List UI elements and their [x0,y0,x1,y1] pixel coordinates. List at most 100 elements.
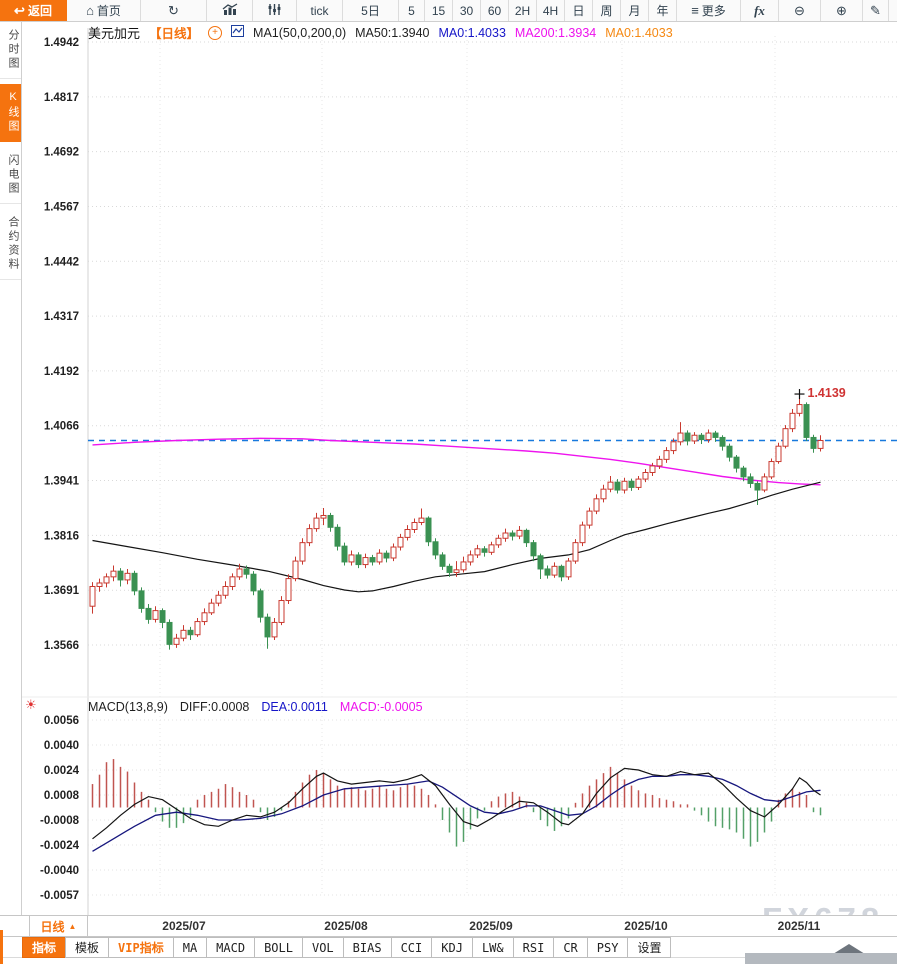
area-chart-icon [222,2,238,19]
tab-RSI[interactable]: RSI [512,937,555,958]
sidebar-item-kline-chart[interactable]: K线图 [0,84,21,142]
toolbar-button-interval-month[interactable]: 月 [621,0,649,21]
top-toolbar: ↩ 返回 ⌂ 首页 ↻ tick 5日 5 15 30 60 2H 4H 日周月年 ≡ 更多 fx ⊖ ⊕ ✎ [0,0,897,22]
toolbar-button-area-chart[interactable] [207,0,253,21]
svg-text:1.4942: 1.4942 [44,37,79,49]
x-axis-strip: 日线 ▲ 2025/07 2025/08 2025/09 2025/10 2025/11 [0,915,897,937]
svg-text:1.4192: 1.4192 [44,366,79,378]
toolbar-button-fx[interactable]: fx [741,0,779,21]
tab-PSY[interactable]: PSY [586,937,629,958]
chart-area: 1.4942 1.4817 1.4692 1.4567 1.4442 1.4317 1.41… [22,22,897,915]
period-label: 【日线】 [149,27,200,41]
back-arrow-icon: ↩ [14,3,25,18]
toolbar-button-candle-chart[interactable] [253,0,297,21]
toolbar-button-label: 年 [656,4,669,18]
macd-title: MACD(13,8,9) [88,700,168,714]
svg-text:-0.0040: -0.0040 [40,865,79,877]
toolbar-button-interval-week[interactable]: 周 [593,0,621,21]
pencil-icon: ✎ [870,3,881,18]
sidebar-item-time-chart[interactable]: 分时图 [0,22,21,79]
toolbar-button-interval-15[interactable]: 15 [425,0,453,21]
svg-text:0.0040: 0.0040 [44,740,79,752]
toolbar-button-label: 月 [628,4,641,18]
refresh-icon: ↻ [168,3,179,18]
toolbar-button-label: 首页 [96,4,121,18]
toolbar-button-label: 5 [408,3,415,18]
toolbar-button-interval-5d[interactable]: 5日 [343,0,399,21]
tab-KDJ[interactable]: KDJ [431,937,473,958]
period-selector[interactable]: 日线 ▲ [29,916,88,936]
toolbar-button-interval-day[interactable]: 日 [565,0,593,21]
toolbar-button-back[interactable]: ↩ 返回 [0,0,67,21]
tab-VOL[interactable]: VOL [301,937,344,958]
toolbar-button-home[interactable]: ⌂ 首页 [67,0,141,21]
price-chart-svg[interactable]: 1.4942 1.4817 1.4692 1.4567 1.4442 1.4317 1.41… [22,22,897,915]
tab-设置[interactable]: 设置 [627,937,672,958]
toolbar-button-refresh[interactable]: ↻ [141,0,207,21]
ma50-value: MA50:1.3940 [355,25,430,40]
svg-text:-0.0024: -0.0024 [40,840,80,852]
toolbar-button-label: 4H [542,3,559,18]
indicator-tabbar: 指标 模板 VIP指标 MA MACD BOLL VOL BIAS CCI KDJ LW& RSI CR… [0,937,897,958]
svg-text:1.3816: 1.3816 [44,530,79,542]
tab-模板[interactable]: 模板 [65,937,110,958]
x-axis-label: 2025/07 [162,919,206,933]
tab-MA[interactable]: MA [172,937,208,958]
x-axis-label: 2025/10 [624,919,668,933]
candle-chart-icon [267,3,282,19]
tab-VIP指标[interactable]: VIP指标 [108,937,174,958]
tab-CR[interactable]: CR [553,937,588,958]
toolbar-button-label: 返回 [27,4,52,18]
toolbar-button-interval-2h[interactable]: 2H [509,0,537,21]
toolbar-button-label: 周 [600,4,613,18]
toolbar-button-zoom-out[interactable]: ⊖ [779,0,821,21]
svg-text:0.0008: 0.0008 [44,790,80,802]
horizontal-scrollbar[interactable] [745,953,897,964]
toolbar-button-interval-5[interactable]: 5 [399,0,425,21]
tab-CCI[interactable]: CCI [390,937,433,958]
toolbar-button-interval-4h[interactable]: 4H [537,0,565,21]
tab-MACD[interactable]: MACD [206,937,256,958]
toolbar-button-label: 更多 [701,4,726,18]
toolbar-button-interval-60[interactable]: 60 [481,0,509,21]
toolbar-button-interval-30[interactable]: 30 [453,0,481,21]
tab-BIAS[interactable]: BIAS [342,937,392,958]
svg-text:-0.0057: -0.0057 [40,890,79,902]
toolbar-button-label: 60 [487,3,502,18]
scroll-up-arrow-icon[interactable] [833,944,865,954]
svg-text:0.0056: 0.0056 [44,715,79,727]
svg-text:1.4442: 1.4442 [44,256,79,268]
ma0-orange-value: MA0:1.4033 [605,25,673,40]
svg-text:1.4692: 1.4692 [44,147,79,159]
svg-text:1.4139: 1.4139 [808,386,846,400]
x-axis-label: 2025/09 [469,919,513,933]
symbol-name: 美元加元 [88,26,141,41]
ma200-value: MA200:1.3934 [514,25,597,40]
tab-LW&[interactable]: LW& [471,937,514,958]
triangle-up-icon: ▲ [68,921,77,931]
toolbar-button-draw[interactable]: ✎ [863,0,889,21]
toolbar-button-zoom-in[interactable]: ⊕ [821,0,863,21]
toolbar-button-label: 15 [431,3,446,18]
zoom-in-icon: ⊕ [836,3,847,18]
toolbar-button-interval-year[interactable]: 年 [649,0,677,21]
ma-settings-label: MA1(50,0,200,0) [253,25,347,40]
mini-chart-icon[interactable] [231,25,245,40]
indicator-settings-icon[interactable]: ☀ [25,697,37,712]
tab-BOLL[interactable]: BOLL [254,937,303,958]
tab-指标[interactable]: 指标 [22,937,67,958]
svg-text:1.3566: 1.3566 [44,640,79,652]
toolbar-button-label: tick [310,3,329,18]
toolbar-button-tick[interactable]: tick [297,0,343,21]
sidebar-item-contract-info[interactable]: 合约资料 [0,209,21,280]
add-indicator-icon[interactable]: + [208,25,223,40]
svg-text:1.4066: 1.4066 [44,421,79,433]
left-sidebar: 分时图 K线图闪电图合约资料 [0,22,22,915]
zoom-out-icon: ⊖ [794,3,805,18]
svg-text:1.3691: 1.3691 [44,585,80,597]
sidebar-item-lightning-chart[interactable]: 闪电图 [0,147,21,204]
macd-macd-value: MACD:-0.0005 [339,700,423,714]
macd-dea-value: DEA:0.0011 [261,700,328,714]
menu-icon: ≡ [691,3,699,18]
toolbar-button-more[interactable]: ≡ 更多 [677,0,741,21]
